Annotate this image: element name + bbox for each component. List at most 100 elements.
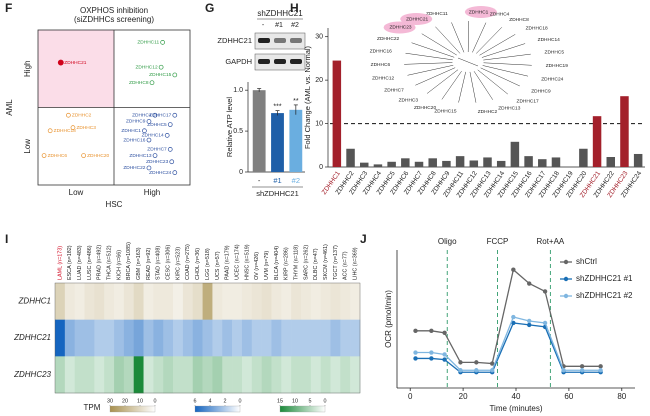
panel-letter: I [5, 232, 8, 246]
row-label: ZDHHC21 [13, 333, 51, 342]
point-label: ZDHHC17 [149, 113, 171, 119]
heat-cell [330, 319, 341, 357]
point-label: ZDHHC20 [87, 153, 109, 159]
heat-cell [94, 319, 105, 357]
column-label: LGG (n=518) [205, 248, 211, 280]
heat-cell [163, 319, 174, 357]
x-level: High [144, 188, 160, 197]
x-tick-label: 20 [459, 392, 468, 401]
point-label: ZDHHC15 [149, 72, 171, 78]
heat-cell [173, 319, 184, 357]
point [527, 281, 532, 286]
heat-cell [300, 356, 312, 394]
point-label: ZDHHC1 [121, 128, 141, 134]
point [527, 322, 532, 328]
point [474, 360, 479, 365]
legend-label: shCtrl [576, 257, 597, 266]
y-axis-label: AML [5, 99, 14, 116]
bar [606, 157, 616, 167]
heat-cell [104, 319, 115, 357]
point [169, 159, 175, 165]
tree-label: ZDHHC23 [389, 25, 411, 31]
point-label: ZDHHC4 [132, 113, 152, 119]
column-label: LIHC (n=369) [353, 247, 359, 280]
tree-label: ZDHHC9 [531, 89, 551, 95]
heat-cell [261, 283, 272, 320]
heat-cell [241, 319, 253, 357]
point [429, 328, 434, 334]
x-tick-label: #1 [273, 176, 281, 185]
tree-branch [451, 22, 465, 53]
x-axis-label: Time (minutes) [489, 404, 542, 413]
bar [359, 162, 369, 167]
bar [346, 148, 355, 167]
heat-cell [271, 356, 282, 394]
tree-highlight [464, 6, 497, 19]
y-tick-label: 0.5 [233, 128, 243, 135]
y-tick-label: 0 [319, 164, 323, 171]
heat-cell [123, 319, 135, 357]
tree-branch [480, 67, 520, 87]
heat-cell [350, 319, 361, 357]
heat-cell [104, 283, 115, 320]
tree-branch [483, 53, 531, 61]
bar [428, 158, 437, 167]
bar [579, 148, 588, 167]
bar [373, 164, 383, 167]
column-label: READ (n=92) [146, 248, 152, 280]
point [474, 368, 479, 373]
heat-cell [271, 283, 282, 320]
heatmap-frame [54, 282, 361, 394]
tree-label: ZDHHC1 [469, 9, 489, 15]
x-tick-label: 40 [512, 392, 521, 401]
panel-letter: G [205, 1, 214, 15]
series-line [415, 268, 601, 367]
tree-branch [421, 33, 457, 56]
legend-tick-label: 30 [107, 398, 113, 404]
event-label: FCCP [487, 237, 509, 246]
heat-cell [291, 283, 302, 320]
tree-highlight [383, 21, 416, 34]
column-label: SARC (n=262) [303, 245, 309, 280]
column-label: STAD (n=408) [156, 246, 162, 280]
tree-label: ZDHHC7 [384, 88, 404, 94]
heat-cell [320, 319, 331, 357]
heat-cell [143, 283, 154, 320]
point [442, 330, 447, 335]
band [258, 38, 270, 43]
column-label: UCS (n=57) [215, 251, 221, 280]
heat-cell [222, 356, 233, 394]
bar [551, 157, 561, 167]
point [542, 289, 548, 294]
column-label: UCEC (n=174) [234, 244, 240, 280]
heat-cell [182, 319, 194, 357]
bar [469, 160, 479, 167]
heat-cell [310, 283, 321, 320]
y-axis-label: Fold Change (AML vs. Normal) [303, 45, 312, 149]
heat-cell [320, 283, 331, 320]
heat-cell [153, 356, 164, 394]
heat-cell [202, 319, 213, 357]
point [81, 153, 86, 158]
x-tick-label: - [258, 176, 261, 185]
legend-bar [279, 405, 326, 413]
legend-tick-label: 0 [239, 398, 242, 404]
point-label: ZDHHC23 [146, 159, 168, 165]
column-label: HNSC (n=519) [244, 244, 250, 280]
panel-letter: F [5, 1, 12, 15]
heat-cell [84, 283, 95, 320]
point [66, 112, 71, 118]
column-label: ACC (n=77) [343, 251, 349, 280]
point [152, 153, 158, 158]
legend-tick-label: 10 [292, 398, 298, 404]
bar [271, 113, 284, 172]
point-label: ZDHHC14 [142, 133, 164, 139]
point-label: ZDHHC7 [147, 147, 167, 153]
x-axis-label: shZDHHC21 [256, 189, 299, 198]
tree-label: ZDHHC5 [545, 50, 565, 56]
heat-cell [330, 283, 341, 320]
tree-label: ZDHHC19 [546, 63, 568, 69]
heat-cell [310, 356, 321, 394]
y-tick-label: 1.0 [233, 87, 243, 94]
event-label: Rot+AA [536, 237, 564, 246]
